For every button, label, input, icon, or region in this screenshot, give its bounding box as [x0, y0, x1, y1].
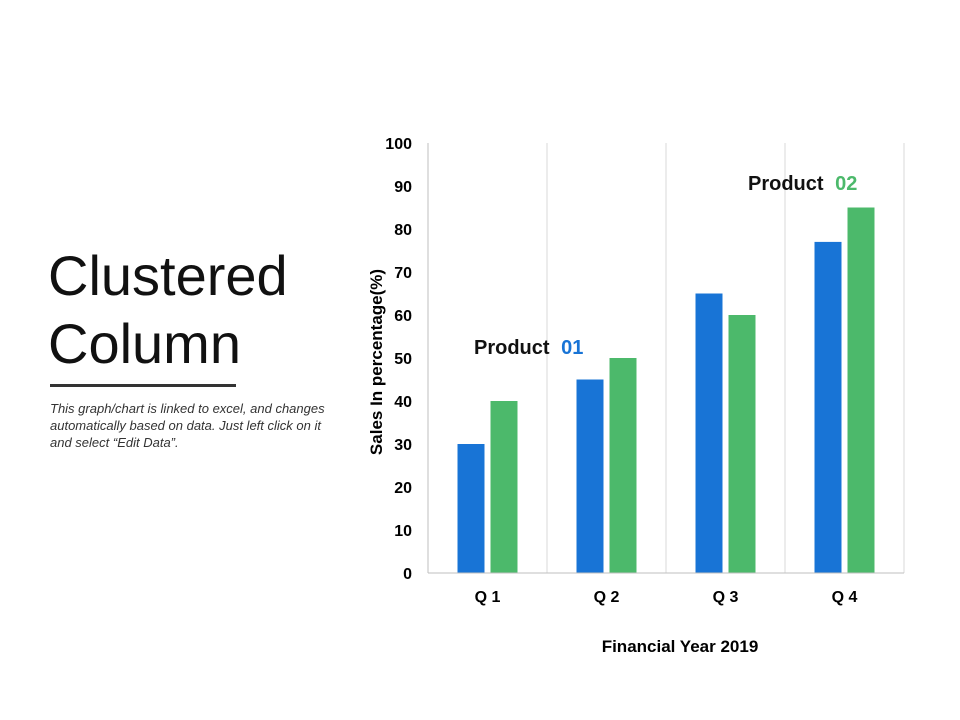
- y-tick-label: 90: [394, 179, 412, 196]
- bar-product-02-q4: [847, 207, 875, 573]
- x-tick-label: Q 1: [475, 589, 501, 606]
- bar-product-01-q2: [576, 379, 604, 573]
- series-label-product-02-number: 02: [835, 173, 857, 195]
- title-divider: [50, 384, 236, 387]
- series-label-product-01-word: Product: [474, 337, 550, 359]
- bar-product-01-q4: [814, 241, 842, 573]
- y-axis-title: Sales In percentage(%): [367, 269, 386, 455]
- bar-product-01-q1: [457, 444, 485, 573]
- bar-product-01-q3: [695, 293, 723, 573]
- y-tick-label: 0: [403, 566, 412, 583]
- y-tick-label: 80: [394, 222, 412, 239]
- slide-description: This graph/chart is linked to excel, and…: [50, 401, 325, 450]
- y-tick-label: 70: [394, 265, 412, 282]
- slide-title-line2: Column: [48, 312, 241, 375]
- series-label-product-02: Product 02: [748, 173, 857, 195]
- y-tick-label: 40: [394, 394, 412, 411]
- bar-product-02-q1: [490, 401, 518, 573]
- y-tick-label: 20: [394, 480, 412, 497]
- bar-product-02-q3: [728, 315, 756, 573]
- bars-layer: [457, 207, 875, 573]
- x-axis-title: Financial Year 2019: [602, 637, 759, 656]
- slide-title: Clustered Column: [48, 242, 348, 378]
- y-tick-label: 50: [394, 351, 412, 368]
- slide-title-line1: Clustered: [48, 244, 288, 307]
- y-tick-label: 30: [394, 437, 412, 454]
- grid-layer: [546, 143, 905, 573]
- bar-product-02-q2: [609, 358, 637, 573]
- series-label-product-01: Product 01: [474, 337, 583, 359]
- x-tick-label: Q 3: [713, 589, 739, 606]
- x-tick-label: Q 2: [594, 589, 620, 606]
- y-tick-label: 60: [394, 308, 412, 325]
- y-tick-label: 10: [394, 523, 412, 540]
- series-label-product-01-number: 01: [561, 337, 583, 359]
- y-tick-label: 100: [385, 136, 412, 153]
- series-label-product-02-word: Product: [748, 173, 824, 195]
- x-tick-label: Q 4: [832, 589, 858, 606]
- axes-layer: [427, 143, 904, 574]
